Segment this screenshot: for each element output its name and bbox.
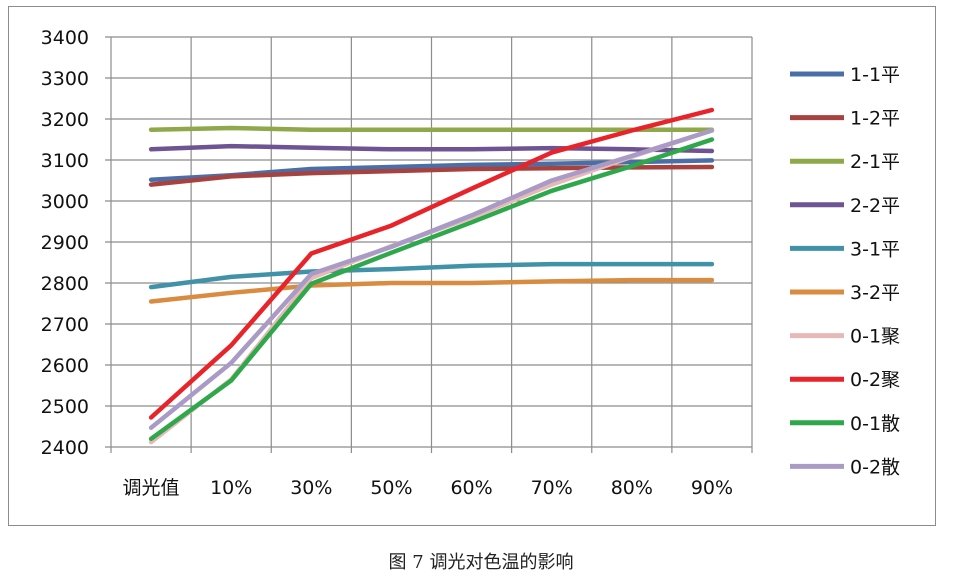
y-tick-label: 2900: [41, 232, 89, 254]
series-line: [148, 261, 715, 290]
y-tick-label: 2700: [41, 314, 89, 336]
legend-label: 2-1平: [850, 151, 900, 173]
y-tick-label: 3000: [41, 191, 89, 213]
legend-label: 3-1平: [850, 238, 900, 260]
y-tick-label: 3400: [41, 27, 89, 49]
axis-layer: 2400 2500 2600 2700 2800 2900 3000 3100 3200 3300…: [41, 27, 733, 499]
series-line: [148, 277, 715, 304]
legend-label: 0-1散: [850, 413, 900, 435]
y-tick-label: 2600: [41, 355, 89, 377]
y-tick-label: 2400: [41, 437, 89, 459]
y-tick-label: 3100: [41, 150, 89, 172]
legend-label: 2-2平: [850, 195, 900, 217]
series-line: [148, 164, 715, 187]
legend-label: 1-2平: [850, 108, 900, 130]
x-tick-label: 调光值: [123, 477, 180, 499]
series-line: [148, 107, 715, 420]
x-tick-label: 80%: [611, 477, 653, 499]
y-tick-label: 2500: [41, 396, 89, 418]
legend-label: 0-1聚: [850, 326, 900, 348]
series-layer: [148, 107, 715, 445]
x-tick-label: 70%: [531, 477, 573, 499]
x-tick-label: 30%: [290, 477, 332, 499]
legend: 1-1平 1-2平 2-1平 2-2平 3-1平 3-2平 0-1聚 0-2聚 0-1散 0-2散: [790, 64, 900, 478]
series-line: [148, 125, 715, 132]
series-line: [148, 143, 715, 154]
y-tick-label: 3300: [41, 68, 89, 90]
x-tick-label: 10%: [210, 477, 252, 499]
x-tick-label: 60%: [450, 477, 492, 499]
x-tick-label: 50%: [370, 477, 412, 499]
legend-label: 3-2平: [850, 282, 900, 304]
series-line: [148, 128, 715, 430]
legend-label: 0-2散: [850, 456, 900, 478]
series-line: [148, 137, 715, 442]
x-tick-label: 90%: [691, 477, 733, 499]
grid-layer: [105, 36, 753, 453]
legend-label: 1-1平: [850, 64, 900, 86]
figure-caption: 图 7 调光对色温的影响: [388, 552, 574, 573]
y-tick-label: 3200: [41, 109, 89, 131]
legend-label: 0-2聚: [850, 369, 900, 391]
y-tick-label: 2800: [41, 273, 89, 295]
